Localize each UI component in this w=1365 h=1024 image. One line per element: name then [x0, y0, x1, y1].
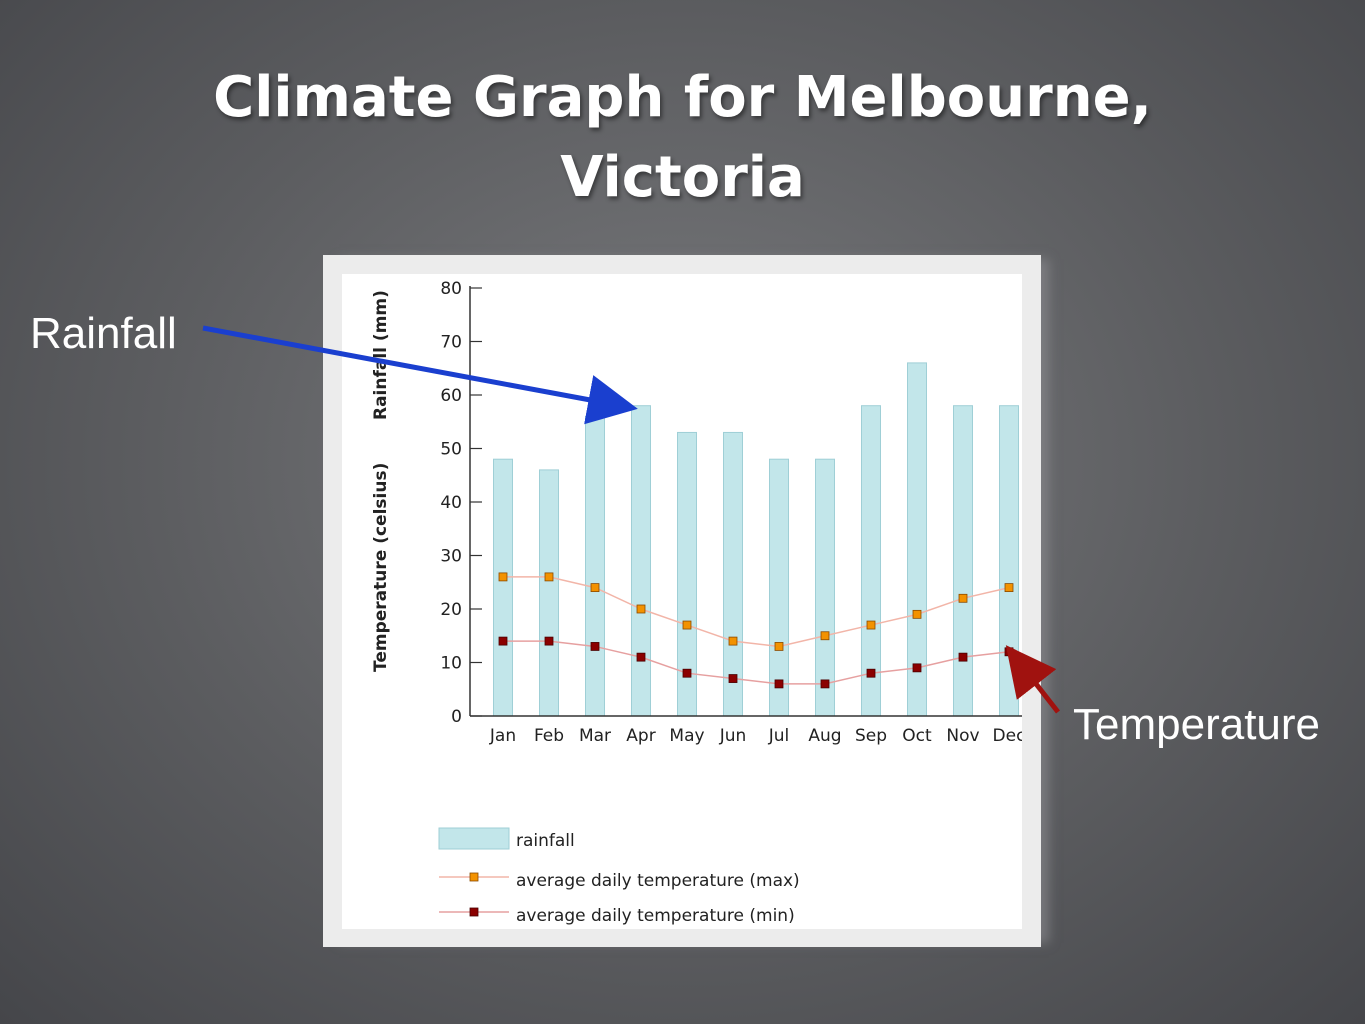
legend-rainfall-swatch: [438, 827, 510, 850]
y-axis: 0 10 20 30 40 50 60 70 80: [440, 279, 1022, 727]
min-temp-point: [590, 642, 600, 651]
max-temp-point: [544, 572, 554, 582]
min-temp-point: [682, 668, 692, 678]
x-tick-label: Nov: [946, 726, 979, 746]
y-tick-label: 80: [440, 279, 462, 299]
max-temp-point: [728, 636, 738, 646]
x-tick-label: Apr: [626, 726, 655, 746]
min-temp-point: [820, 679, 830, 689]
max-temp-point: [820, 631, 830, 641]
y-tick-label: 30: [440, 547, 462, 567]
min-temp-point: [636, 652, 646, 662]
temperature-arrow: [1005, 645, 1060, 714]
x-tick-label: Aug: [808, 726, 841, 746]
max-temp-point: [498, 572, 508, 582]
y-tick-label: 20: [440, 600, 462, 620]
max-temp-point: [682, 620, 692, 630]
legend-rainfall-label: rainfall: [516, 831, 575, 851]
x-axis-labels: Jan Feb Mar Apr May Jun Jul Aug Sep Oct Nov Dec: [489, 726, 1022, 746]
max-temp-point: [866, 620, 876, 630]
min-temp-point: [912, 663, 922, 673]
y-tick-label: 0: [451, 707, 462, 727]
min-temp-point: [544, 636, 554, 646]
y-tick-label: 40: [440, 493, 462, 513]
max-temp-line: [503, 576, 1010, 648]
y-tick-label: 50: [440, 440, 462, 460]
y-axis-title-temperature: Temperature (celsius): [371, 463, 391, 672]
legend-min-marker: [469, 907, 479, 917]
x-tick-label: Dec: [993, 726, 1022, 746]
x-tick-label: Jan: [489, 726, 516, 746]
legend-min-label: average daily temperature (min): [516, 906, 795, 926]
y-tick-label: 60: [440, 386, 462, 406]
min-temp-point: [728, 674, 738, 683]
rainfall-callout: Rainfall: [30, 309, 177, 358]
slide-title: Climate Graph for Melbourne, Victoria: [213, 65, 1152, 210]
x-tick-label: Mar: [579, 726, 611, 746]
y-tick-label: 70: [440, 333, 462, 353]
y-axis-title-rainfall: Rainfall (mm): [371, 290, 391, 420]
max-temp-point: [590, 583, 600, 593]
x-tick-label: Sep: [855, 726, 887, 746]
chart-legend: rainfall average daily temperature (max)…: [438, 827, 800, 926]
x-tick-label: Jun: [719, 726, 747, 746]
legend-max-label: average daily temperature (max): [516, 871, 800, 891]
y-tick-label: 10: [440, 654, 462, 674]
min-temp-point: [774, 679, 784, 689]
max-temp-point: [1004, 583, 1014, 593]
legend-max-marker: [469, 872, 479, 882]
min-temp-point: [498, 636, 508, 646]
rainfall-bars: [493, 362, 1019, 717]
max-temp-point: [912, 609, 922, 619]
min-temp-line: [503, 640, 1010, 685]
temperature-lines: [498, 572, 1014, 689]
x-tick-label: May: [669, 726, 704, 746]
temperature-callout: Temperature: [1073, 700, 1321, 749]
min-temp-point: [958, 652, 968, 662]
x-tick-label: Jul: [768, 726, 790, 746]
min-temp-point: [866, 668, 876, 678]
x-tick-label: Oct: [902, 726, 932, 746]
max-temp-point: [636, 604, 646, 614]
max-temp-point: [774, 642, 784, 651]
x-tick-label: Feb: [534, 726, 564, 746]
max-temp-point: [958, 593, 968, 603]
rainfall-arrow: [202, 325, 638, 425]
climate-chart: 0 10 20 30 40 50 60 70 80 Jan Feb Mar Apr May Jun Jul A…: [342, 274, 1022, 929]
